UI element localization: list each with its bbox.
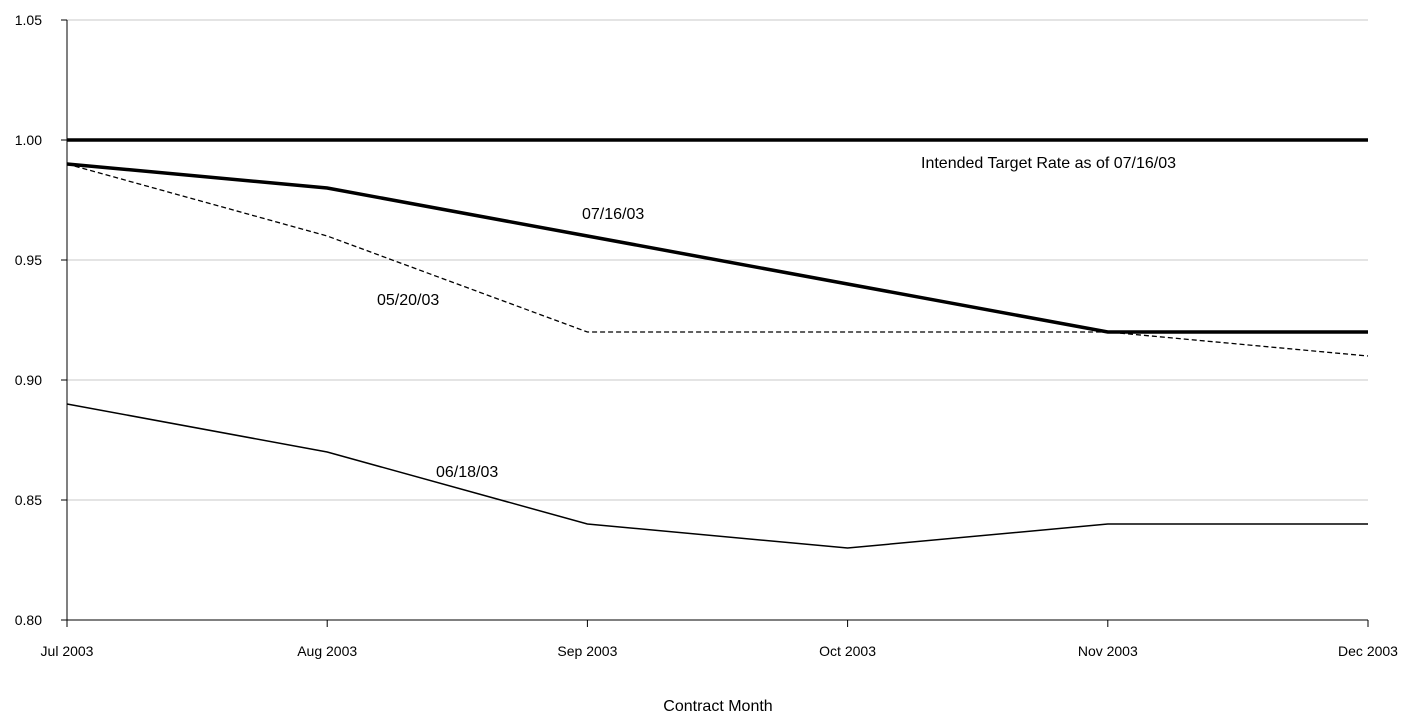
axes bbox=[66, 20, 1368, 621]
y-tick-label-1.05: 1.05 bbox=[15, 12, 42, 28]
annotation-06-18-03: 06/18/03 bbox=[436, 464, 498, 481]
annotation-05-20-03: 05/20/03 bbox=[377, 292, 439, 309]
x-tick-label-5: Dec 2003 bbox=[1338, 643, 1398, 659]
x-axis-title: Contract Month bbox=[663, 698, 772, 715]
x-tick-label-4: Nov 2003 bbox=[1078, 643, 1138, 659]
x-ticks: Jul 2003 Aug 2003 Sep 2003 Oct 2003 Nov 2003… bbox=[41, 620, 1398, 659]
x-tick-label-2: Sep 2003 bbox=[557, 643, 617, 659]
series-lines bbox=[66, 138, 1369, 549]
series-line-2 bbox=[66, 163, 1369, 357]
x-tick-label-0: Jul 2003 bbox=[41, 643, 94, 659]
series-line-3 bbox=[66, 403, 1368, 549]
x-tick-label-1: Aug 2003 bbox=[297, 643, 357, 659]
y-tick-label-0.85: 0.85 bbox=[15, 492, 42, 508]
x-tick-label-3: Oct 2003 bbox=[819, 643, 876, 659]
y-ticks: 0.80 0.85 0.90 0.95 1.00 1.05 bbox=[15, 12, 67, 628]
y-tick-label-0.95: 0.95 bbox=[15, 252, 42, 268]
y-tick-label-1.00: 1.00 bbox=[15, 132, 42, 148]
series-line-1 bbox=[66, 162, 1368, 334]
y-tick-label-0.90: 0.90 bbox=[15, 372, 42, 388]
series-annotations: Intended Target Rate as of 07/16/03 07/1… bbox=[377, 155, 1176, 481]
annotation-intended-target: Intended Target Rate as of 07/16/03 bbox=[921, 155, 1176, 172]
y-tick-label-0.80: 0.80 bbox=[15, 612, 42, 628]
annotation-07-16-03: 07/16/03 bbox=[582, 206, 644, 223]
